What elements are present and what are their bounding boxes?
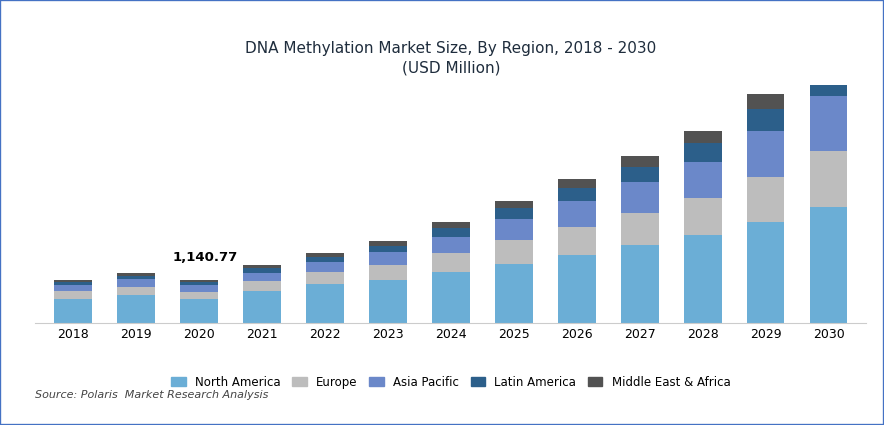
Bar: [683, 235, 721, 323]
Text: DNA Methylation Market Size, By Region, 2018 - 2030: DNA Methylation Market Size, By Region, …: [245, 42, 657, 57]
Bar: [432, 222, 469, 228]
Bar: [54, 282, 92, 285]
Bar: [683, 131, 721, 143]
Bar: [369, 252, 407, 265]
Bar: [54, 291, 92, 299]
Bar: [495, 219, 533, 240]
Bar: [621, 167, 659, 182]
Bar: [558, 179, 596, 187]
Bar: [621, 156, 659, 167]
Bar: [747, 131, 784, 177]
Bar: [369, 246, 407, 252]
Bar: [558, 201, 596, 227]
Bar: [306, 257, 344, 262]
Bar: [369, 241, 407, 246]
Bar: [683, 143, 721, 162]
Bar: [306, 284, 344, 323]
Bar: [180, 292, 218, 299]
Bar: [810, 96, 848, 151]
Bar: [118, 273, 155, 276]
Text: 1,140.77: 1,140.77: [172, 251, 238, 264]
Bar: [432, 272, 469, 323]
Bar: [306, 272, 344, 284]
Bar: [683, 162, 721, 198]
Bar: [810, 50, 848, 68]
Bar: [180, 285, 218, 292]
Bar: [54, 299, 92, 323]
Bar: [558, 187, 596, 201]
Bar: [118, 287, 155, 295]
Bar: [621, 245, 659, 323]
Bar: [118, 276, 155, 279]
Bar: [180, 282, 218, 285]
Text: Source: Polaris  Market Research Analysis: Source: Polaris Market Research Analysis: [35, 390, 269, 400]
Bar: [495, 240, 533, 264]
Bar: [180, 280, 218, 282]
Bar: [621, 213, 659, 245]
Bar: [243, 273, 281, 281]
Bar: [747, 177, 784, 222]
Bar: [810, 207, 848, 323]
Bar: [810, 151, 848, 207]
Bar: [747, 94, 784, 109]
Bar: [306, 262, 344, 272]
Bar: [180, 299, 218, 323]
Bar: [432, 253, 469, 272]
Bar: [432, 228, 469, 237]
Text: (USD Million): (USD Million): [401, 60, 500, 76]
Bar: [558, 255, 596, 323]
Bar: [243, 281, 281, 291]
Bar: [495, 264, 533, 323]
Bar: [243, 268, 281, 273]
Bar: [243, 291, 281, 323]
Bar: [243, 265, 281, 268]
Bar: [558, 227, 596, 255]
Bar: [747, 109, 784, 131]
Bar: [54, 285, 92, 291]
Bar: [54, 280, 92, 282]
Bar: [747, 222, 784, 323]
Bar: [810, 68, 848, 96]
Bar: [306, 253, 344, 257]
Bar: [495, 201, 533, 208]
Bar: [432, 237, 469, 253]
Bar: [495, 208, 533, 219]
Bar: [118, 295, 155, 323]
Bar: [369, 265, 407, 280]
Bar: [683, 198, 721, 235]
Bar: [621, 182, 659, 213]
Legend: North America, Europe, Asia Pacific, Latin America, Middle East & Africa: North America, Europe, Asia Pacific, Lat…: [167, 371, 735, 393]
Bar: [118, 279, 155, 287]
Bar: [369, 280, 407, 323]
